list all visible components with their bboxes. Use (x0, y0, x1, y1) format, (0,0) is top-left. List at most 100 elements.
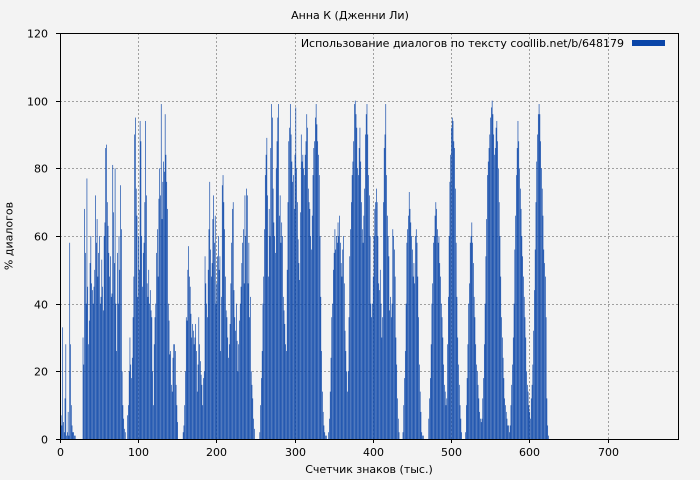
data-bar (288, 141, 290, 439)
y-axis-label: % диалогов (2, 201, 16, 271)
data-bar (211, 263, 213, 439)
data-bar (120, 185, 121, 439)
data-bar (268, 276, 269, 439)
data-bar (213, 195, 214, 439)
data-bar (189, 286, 191, 439)
data-bar (303, 168, 304, 439)
data-bar (499, 236, 501, 439)
data-bar (512, 337, 514, 439)
data-bar (95, 242, 97, 439)
data-bar (342, 249, 344, 439)
data-bar (106, 202, 108, 439)
data-bar (520, 208, 522, 439)
data-bar (223, 202, 225, 439)
data-bar (287, 202, 289, 439)
data-bar (92, 303, 94, 439)
data-bar (387, 236, 389, 439)
data-bar (84, 208, 85, 439)
data-bar (442, 337, 444, 439)
data-bar (330, 357, 332, 439)
data-bar (280, 242, 282, 439)
data-bar (242, 242, 243, 439)
data-bar (285, 344, 286, 439)
data-bar (274, 236, 275, 439)
data-bar (260, 405, 261, 439)
data-bar (157, 276, 159, 439)
data-bar (394, 249, 395, 439)
data-bar (123, 418, 125, 439)
data-bar (261, 351, 263, 439)
data-bar (471, 222, 473, 439)
data-bar (271, 104, 272, 440)
data-bar (230, 283, 232, 439)
data-bar (311, 215, 313, 439)
data-bar (430, 378, 431, 439)
data-bar (235, 330, 236, 439)
data-bar (440, 276, 441, 439)
data-bar (192, 330, 194, 439)
data-bar (335, 249, 337, 439)
data-bar (346, 371, 347, 439)
data-bar (87, 286, 89, 439)
data-bar (71, 425, 73, 439)
data-bar (454, 148, 455, 439)
data-bar (376, 188, 377, 439)
data-bar (221, 185, 223, 439)
data-bar (89, 263, 91, 439)
data-bar (447, 344, 448, 439)
data-bar (354, 100, 356, 440)
data-bar (277, 117, 279, 439)
data-bar (420, 411, 422, 439)
data-bar (523, 296, 525, 439)
data-bar (368, 175, 369, 439)
data-bar (219, 256, 221, 439)
data-bar (516, 148, 518, 439)
data-bar (407, 229, 408, 439)
data-bar (276, 141, 278, 439)
data-bar (488, 148, 490, 439)
data-bar (169, 354, 171, 439)
data-bar (124, 432, 126, 439)
data-bar (139, 120, 141, 439)
data-bar (74, 435, 75, 439)
data-bar (313, 148, 315, 439)
data-bar (110, 256, 111, 439)
data-bar (212, 219, 214, 439)
data-bar (215, 303, 217, 439)
data-bar (501, 317, 502, 439)
data-bar (541, 168, 542, 439)
y-tick-label: 100 (27, 96, 48, 109)
data-bar (386, 215, 388, 439)
data-bar (127, 415, 128, 439)
data-bar (446, 398, 448, 439)
data-bar (96, 219, 98, 439)
data-bar (473, 263, 474, 439)
data-bar (142, 252, 144, 439)
data-bar (458, 384, 460, 439)
data-bar (308, 202, 310, 439)
data-bar (498, 202, 500, 439)
data-bar (518, 141, 520, 439)
data-bar (366, 104, 368, 440)
data-bar (262, 303, 264, 439)
data-bar (293, 208, 295, 439)
data-bar (540, 141, 541, 439)
data-bar (445, 405, 447, 439)
data-bar (353, 141, 355, 439)
data-bar (337, 222, 339, 439)
data-bar (243, 229, 244, 439)
data-bar (519, 168, 520, 439)
y-tick-label: 40 (34, 299, 48, 312)
data-bar (333, 269, 334, 439)
data-bar (214, 215, 216, 439)
data-bar (389, 310, 390, 439)
data-bar (402, 432, 404, 439)
data-bar (83, 364, 85, 439)
data-bar (60, 415, 62, 439)
data-bar (433, 242, 434, 439)
data-bar (334, 229, 336, 439)
data-bar (486, 219, 487, 439)
data-bar (449, 181, 451, 439)
data-bar (216, 283, 218, 439)
data-bar (375, 202, 376, 439)
